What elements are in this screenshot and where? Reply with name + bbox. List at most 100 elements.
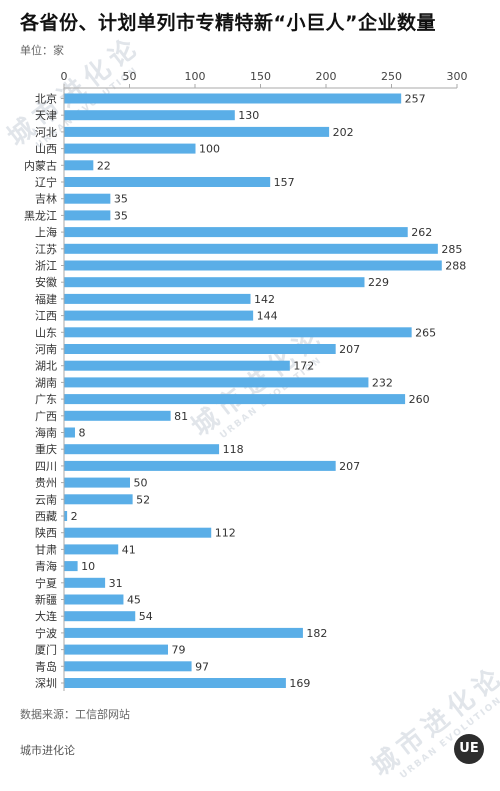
bar (64, 427, 75, 438)
category-label: 河南 (35, 343, 57, 356)
data-label: 142 (254, 293, 275, 306)
data-label: 265 (415, 326, 436, 339)
bar (64, 177, 271, 187)
category-label: 宁波 (35, 626, 57, 640)
bar (64, 611, 136, 622)
data-label: 257 (405, 93, 426, 106)
bar (64, 678, 286, 688)
x-tick-label: 250 (381, 70, 402, 83)
data-label: 31 (109, 577, 123, 590)
bar (64, 577, 106, 588)
category-label: 河北 (35, 126, 57, 139)
bar (64, 544, 119, 555)
x-tick-label: 200 (316, 70, 337, 83)
bar (64, 193, 111, 204)
bar (64, 293, 251, 304)
bar (64, 210, 111, 221)
x-tick-label: 100 (185, 70, 206, 83)
category-label: 宁夏 (35, 576, 57, 590)
bar (64, 594, 124, 605)
data-label: 288 (445, 260, 466, 273)
category-label: 山东 (35, 326, 57, 339)
bar (64, 110, 235, 121)
source-note: 数据来源：工信部网站 (20, 708, 130, 721)
data-label: 45 (127, 594, 141, 607)
unit-label: 单位：家 (20, 44, 64, 57)
data-label: 232 (372, 376, 393, 389)
bar (64, 644, 168, 655)
data-label: 8 (78, 427, 85, 440)
x-tick-label: 150 (250, 70, 271, 83)
data-label: 207 (339, 343, 360, 356)
brand-logo: UE (454, 734, 484, 764)
bar (64, 561, 78, 572)
category-label: 云南 (35, 493, 57, 506)
category-label: 广东 (35, 393, 57, 406)
data-label: 10 (81, 560, 95, 573)
category-label: 海南 (35, 426, 57, 440)
bar (64, 260, 442, 271)
bar (64, 126, 330, 137)
bar (64, 277, 365, 288)
category-label: 浙江 (35, 260, 57, 273)
data-label: 285 (441, 243, 462, 256)
data-label: 130 (238, 109, 259, 122)
data-label: 182 (306, 627, 327, 640)
bar (64, 494, 133, 505)
bar (64, 377, 369, 388)
category-label: 湖北 (35, 360, 57, 373)
data-label: 35 (114, 209, 128, 222)
x-tick-label: 50 (123, 70, 137, 83)
category-label: 内蒙古 (24, 158, 57, 172)
category-label: 厦门 (35, 643, 57, 657)
category-label: 福建 (35, 292, 57, 306)
bar (64, 143, 196, 154)
category-label: 陕西 (35, 526, 57, 540)
category-label: 新疆 (35, 593, 57, 607)
category-label: 青岛 (35, 659, 57, 673)
bar (64, 477, 130, 488)
category-label: 北京 (35, 92, 57, 106)
data-label: 79 (171, 644, 185, 657)
bar (64, 360, 290, 371)
data-label: 229 (368, 276, 389, 289)
category-label: 上海 (35, 225, 57, 239)
data-label: 22 (97, 159, 111, 172)
x-tick-label: 300 (447, 70, 468, 83)
data-label: 144 (257, 310, 278, 323)
bar (64, 160, 94, 171)
category-label: 湖南 (35, 376, 57, 389)
data-label: 157 (274, 176, 295, 189)
bar (64, 410, 171, 421)
category-label: 安徽 (35, 275, 57, 289)
bar (64, 460, 336, 471)
category-label: 贵州 (35, 477, 57, 490)
category-label: 江西 (35, 310, 57, 323)
bar (64, 327, 412, 338)
data-label: 169 (289, 677, 310, 690)
category-label: 重庆 (35, 442, 57, 456)
brand-name: 城市进化论 (20, 744, 75, 757)
bar (64, 227, 408, 238)
data-label: 100 (199, 143, 220, 156)
data-label: 52 (136, 493, 150, 506)
bar (64, 527, 212, 538)
x-tick-label: 0 (61, 70, 68, 83)
data-label: 81 (174, 410, 188, 423)
bar (64, 627, 303, 638)
bar (64, 511, 68, 521)
data-label: 97 (195, 660, 209, 673)
category-label: 黑龙江 (24, 209, 57, 222)
category-label: 青海 (35, 559, 57, 573)
data-label: 41 (122, 543, 136, 556)
bar (64, 243, 438, 254)
category-label: 天津 (35, 109, 57, 122)
data-label: 207 (339, 460, 360, 473)
category-label: 江苏 (35, 243, 57, 256)
category-label: 四川 (35, 460, 57, 473)
category-label: 甘肃 (35, 543, 57, 556)
data-label: 35 (114, 193, 128, 206)
data-label: 112 (215, 527, 236, 540)
category-label: 广西 (35, 410, 57, 423)
